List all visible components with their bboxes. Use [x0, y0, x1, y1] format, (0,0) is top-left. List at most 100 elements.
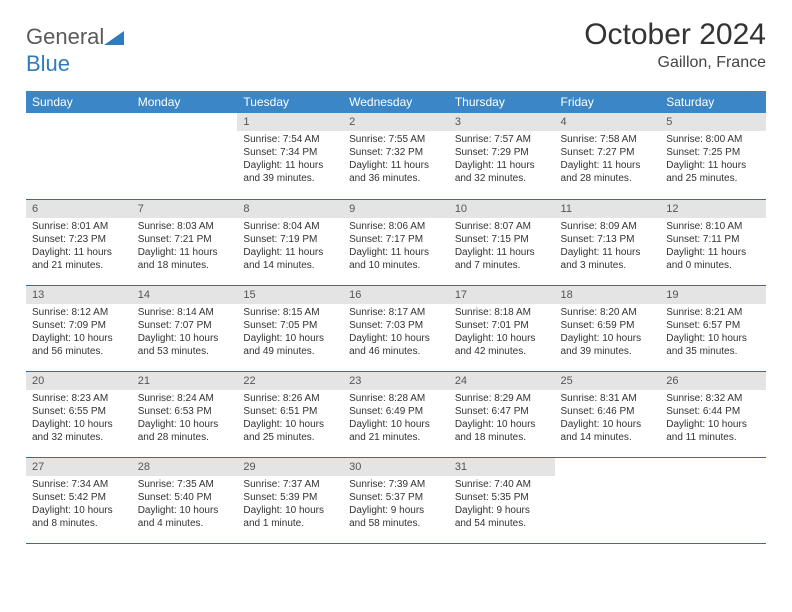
day-number: 25: [555, 372, 661, 390]
sunrise: Sunrise: 8:04 AM: [243, 220, 337, 233]
daylight: Daylight: 9 hours and 54 minutes.: [455, 504, 549, 530]
day-details: Sunrise: 8:04 AMSunset: 7:19 PMDaylight:…: [237, 218, 343, 276]
day-details: Sunrise: 8:28 AMSunset: 6:49 PMDaylight:…: [343, 390, 449, 448]
daylight: Daylight: 11 hours and 36 minutes.: [349, 159, 443, 185]
day-details: Sunrise: 7:37 AMSunset: 5:39 PMDaylight:…: [237, 476, 343, 534]
sunrise: Sunrise: 8:09 AM: [561, 220, 655, 233]
week-row: 27Sunrise: 7:34 AMSunset: 5:42 PMDayligh…: [26, 457, 766, 543]
daylight: Daylight: 10 hours and 21 minutes.: [349, 418, 443, 444]
daylight: Daylight: 10 hours and 11 minutes.: [666, 418, 760, 444]
day-details: Sunrise: 8:31 AMSunset: 6:46 PMDaylight:…: [555, 390, 661, 448]
sunrise: Sunrise: 8:18 AM: [455, 306, 549, 319]
day-header: Monday: [132, 91, 238, 113]
daylight: Daylight: 11 hours and 14 minutes.: [243, 246, 337, 272]
day-details: Sunrise: 7:34 AMSunset: 5:42 PMDaylight:…: [26, 476, 132, 534]
week-row: 20Sunrise: 8:23 AMSunset: 6:55 PMDayligh…: [26, 371, 766, 457]
daylight: Daylight: 10 hours and 46 minutes.: [349, 332, 443, 358]
day-details: Sunrise: 8:14 AMSunset: 7:07 PMDaylight:…: [132, 304, 238, 362]
sunset: Sunset: 6:49 PM: [349, 405, 443, 418]
sunrise: Sunrise: 8:29 AM: [455, 392, 549, 405]
sunrise: Sunrise: 8:07 AM: [455, 220, 549, 233]
day-cell: 7 Sunrise: 8:03 AMSunset: 7:21 PMDaylight…: [132, 199, 238, 285]
day-cell: 20Sunrise: 8:23 AMSunset: 6:55 PMDayligh…: [26, 371, 132, 457]
daylight: Daylight: 10 hours and 8 minutes.: [32, 504, 126, 530]
sunrise: Sunrise: 7:55 AM: [349, 133, 443, 146]
sunrise: Sunrise: 8:01 AM: [32, 220, 126, 233]
day-cell: 3Sunrise: 7:57 AMSunset: 7:29 PMDaylight…: [449, 113, 555, 199]
day-cell: .: [660, 457, 766, 543]
sunset: Sunset: 7:32 PM: [349, 146, 443, 159]
calendar-page: General Blue October 2024 Gaillon, Franc…: [0, 0, 792, 544]
week-row: ..1Sunrise: 7:54 AMSunset: 7:34 PMDaylig…: [26, 113, 766, 199]
day-cell: 11Sunrise: 8:09 AMSunset: 7:13 PMDayligh…: [555, 199, 661, 285]
sunrise: Sunrise: 8:20 AM: [561, 306, 655, 319]
sunrise: Sunrise: 7:54 AM: [243, 133, 337, 146]
page-title: October 2024: [584, 18, 766, 52]
day-details: Sunrise: 8:29 AMSunset: 6:47 PMDaylight:…: [449, 390, 555, 448]
day-number: 11: [555, 200, 661, 218]
sunrise: Sunrise: 7:57 AM: [455, 133, 549, 146]
day-cell: 21Sunrise: 8:24 AMSunset: 6:53 PMDayligh…: [132, 371, 238, 457]
day-details: Sunrise: 8:23 AMSunset: 6:55 PMDaylight:…: [26, 390, 132, 448]
daylight: Daylight: 11 hours and 28 minutes.: [561, 159, 655, 185]
day-cell: 28Sunrise: 7:35 AMSunset: 5:40 PMDayligh…: [132, 457, 238, 543]
sunrise: Sunrise: 8:06 AM: [349, 220, 443, 233]
day-number: 27: [26, 458, 132, 476]
sunset: Sunset: 5:40 PM: [138, 491, 232, 504]
daylight: Daylight: 10 hours and 32 minutes.: [32, 418, 126, 444]
sunset: Sunset: 7:11 PM: [666, 233, 760, 246]
day-details: Sunrise: 8:06 AMSunset: 7:17 PMDaylight:…: [343, 218, 449, 276]
day-cell: 15Sunrise: 8:15 AMSunset: 7:05 PMDayligh…: [237, 285, 343, 371]
day-number: 2: [343, 113, 449, 131]
day-cell: 18Sunrise: 8:20 AMSunset: 6:59 PMDayligh…: [555, 285, 661, 371]
day-number: 16: [343, 286, 449, 304]
day-cell: 23Sunrise: 8:28 AMSunset: 6:49 PMDayligh…: [343, 371, 449, 457]
day-details: Sunrise: 8:10 AMSunset: 7:11 PMDaylight:…: [660, 218, 766, 276]
day-number: 7: [132, 200, 238, 218]
sunset: Sunset: 6:46 PM: [561, 405, 655, 418]
daylight: Daylight: 10 hours and 42 minutes.: [455, 332, 549, 358]
daylight: Daylight: 11 hours and 18 minutes.: [138, 246, 232, 272]
sunset: Sunset: 6:59 PM: [561, 319, 655, 332]
day-cell: 29Sunrise: 7:37 AMSunset: 5:39 PMDayligh…: [237, 457, 343, 543]
sunrise: Sunrise: 8:14 AM: [138, 306, 232, 319]
daylight: Daylight: 10 hours and 25 minutes.: [243, 418, 337, 444]
sunrise: Sunrise: 8:03 AM: [138, 220, 232, 233]
day-details: Sunrise: 8:01 AMSunset: 7:23 PMDaylight:…: [26, 218, 132, 276]
day-number: 18: [555, 286, 661, 304]
sunset: Sunset: 6:51 PM: [243, 405, 337, 418]
day-number: 19: [660, 286, 766, 304]
sunset: Sunset: 7:05 PM: [243, 319, 337, 332]
day-details: Sunrise: 8:00 AMSunset: 7:25 PMDaylight:…: [660, 131, 766, 189]
day-details: Sunrise: 8:32 AMSunset: 6:44 PMDaylight:…: [660, 390, 766, 448]
sunset: Sunset: 7:25 PM: [666, 146, 760, 159]
day-cell: 9Sunrise: 8:06 AMSunset: 7:17 PMDaylight…: [343, 199, 449, 285]
day-cell: 13Sunrise: 8:12 AMSunset: 7:09 PMDayligh…: [26, 285, 132, 371]
day-cell: 8Sunrise: 8:04 AMSunset: 7:19 PMDaylight…: [237, 199, 343, 285]
day-details: Sunrise: 7:57 AMSunset: 7:29 PMDaylight:…: [449, 131, 555, 189]
sunset: Sunset: 7:21 PM: [138, 233, 232, 246]
day-cell: 25Sunrise: 8:31 AMSunset: 6:46 PMDayligh…: [555, 371, 661, 457]
day-cell: 17Sunrise: 8:18 AMSunset: 7:01 PMDayligh…: [449, 285, 555, 371]
day-number: 23: [343, 372, 449, 390]
sunrise: Sunrise: 7:35 AM: [138, 478, 232, 491]
day-header: Wednesday: [343, 91, 449, 113]
day-number: 15: [237, 286, 343, 304]
day-number: 14: [132, 286, 238, 304]
daylight: Daylight: 10 hours and 35 minutes.: [666, 332, 760, 358]
logo: General Blue: [26, 18, 124, 77]
sunrise: Sunrise: 8:15 AM: [243, 306, 337, 319]
sunset: Sunset: 7:13 PM: [561, 233, 655, 246]
sunset: Sunset: 7:27 PM: [561, 146, 655, 159]
day-number: 21: [132, 372, 238, 390]
sunrise: Sunrise: 8:31 AM: [561, 392, 655, 405]
daylight: Daylight: 10 hours and 18 minutes.: [455, 418, 549, 444]
day-number: 1: [237, 113, 343, 131]
daylight: Daylight: 10 hours and 28 minutes.: [138, 418, 232, 444]
day-cell: 4Sunrise: 7:58 AMSunset: 7:27 PMDaylight…: [555, 113, 661, 199]
sunrise: Sunrise: 8:26 AM: [243, 392, 337, 405]
location: Gaillon, France: [584, 54, 766, 72]
daylight: Daylight: 10 hours and 53 minutes.: [138, 332, 232, 358]
week-row: 6Sunrise: 8:01 AMSunset: 7:23 PMDaylight…: [26, 199, 766, 285]
day-number: 28: [132, 458, 238, 476]
